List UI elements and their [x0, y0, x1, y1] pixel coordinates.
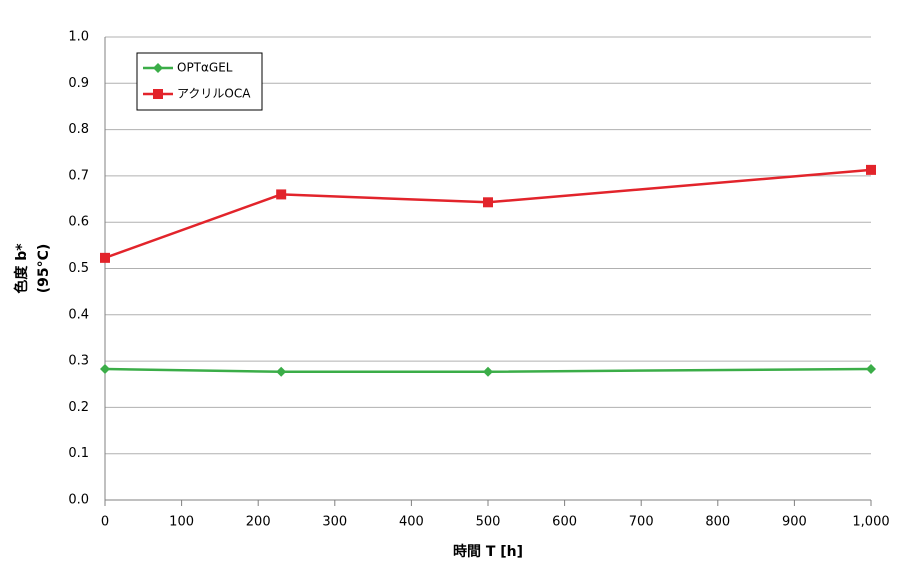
- legend-marker: [153, 89, 163, 99]
- series-line: [104, 168, 872, 260]
- x-tick-label: 0: [101, 515, 109, 530]
- x-tick-label: 1,000: [852, 515, 889, 530]
- marker: [483, 197, 493, 208]
- x-tick-label: 400: [399, 515, 424, 530]
- legend: OPTαGEL アクリルOCA: [136, 52, 263, 111]
- legend-label: アクリルOCA: [177, 87, 251, 101]
- y-tick-label: 0.7: [68, 168, 89, 183]
- legend-label: OPTαGEL: [177, 61, 233, 75]
- x-axis-title: 時間 T [h]: [453, 543, 523, 560]
- marker: [100, 252, 110, 263]
- y-tick-label: 0.4: [68, 307, 89, 322]
- y-tick-label: 0.6: [68, 215, 89, 230]
- y-tick-label: 0.5: [68, 261, 89, 276]
- x-tick-label: 700: [629, 515, 654, 530]
- marker: [866, 164, 876, 175]
- y-tick-label: 0.3: [68, 354, 89, 369]
- y-tick-label: 0.9: [68, 76, 89, 91]
- y-tick-label: 1.0: [68, 30, 89, 45]
- x-tick-label: 500: [476, 515, 501, 530]
- series-line: [104, 367, 872, 373]
- x-tick-label: 100: [169, 515, 194, 530]
- y-tick-label: 0.0: [68, 493, 89, 508]
- y-tick-label: 0.2: [68, 400, 89, 415]
- marker: [483, 366, 493, 377]
- y-axis-title: (95°C): [36, 244, 52, 294]
- y-axis-title: 色度 b*: [13, 243, 30, 294]
- x-tick-label: 300: [322, 515, 347, 530]
- series: [100, 164, 876, 263]
- legend-marker: [153, 63, 163, 73]
- x-tick-label: 900: [782, 515, 807, 530]
- x-tick-label: 600: [552, 515, 577, 530]
- marker: [276, 366, 287, 377]
- x-tick-label: 200: [246, 515, 271, 530]
- marker: [866, 363, 876, 374]
- legend-box: [136, 52, 263, 111]
- y-tick-label: 0.8: [68, 122, 89, 137]
- y-tick-label: 0.1: [68, 446, 89, 461]
- series: [100, 363, 876, 377]
- x-tick-label: 800: [705, 515, 730, 530]
- marker: [100, 363, 110, 374]
- marker: [276, 189, 287, 200]
